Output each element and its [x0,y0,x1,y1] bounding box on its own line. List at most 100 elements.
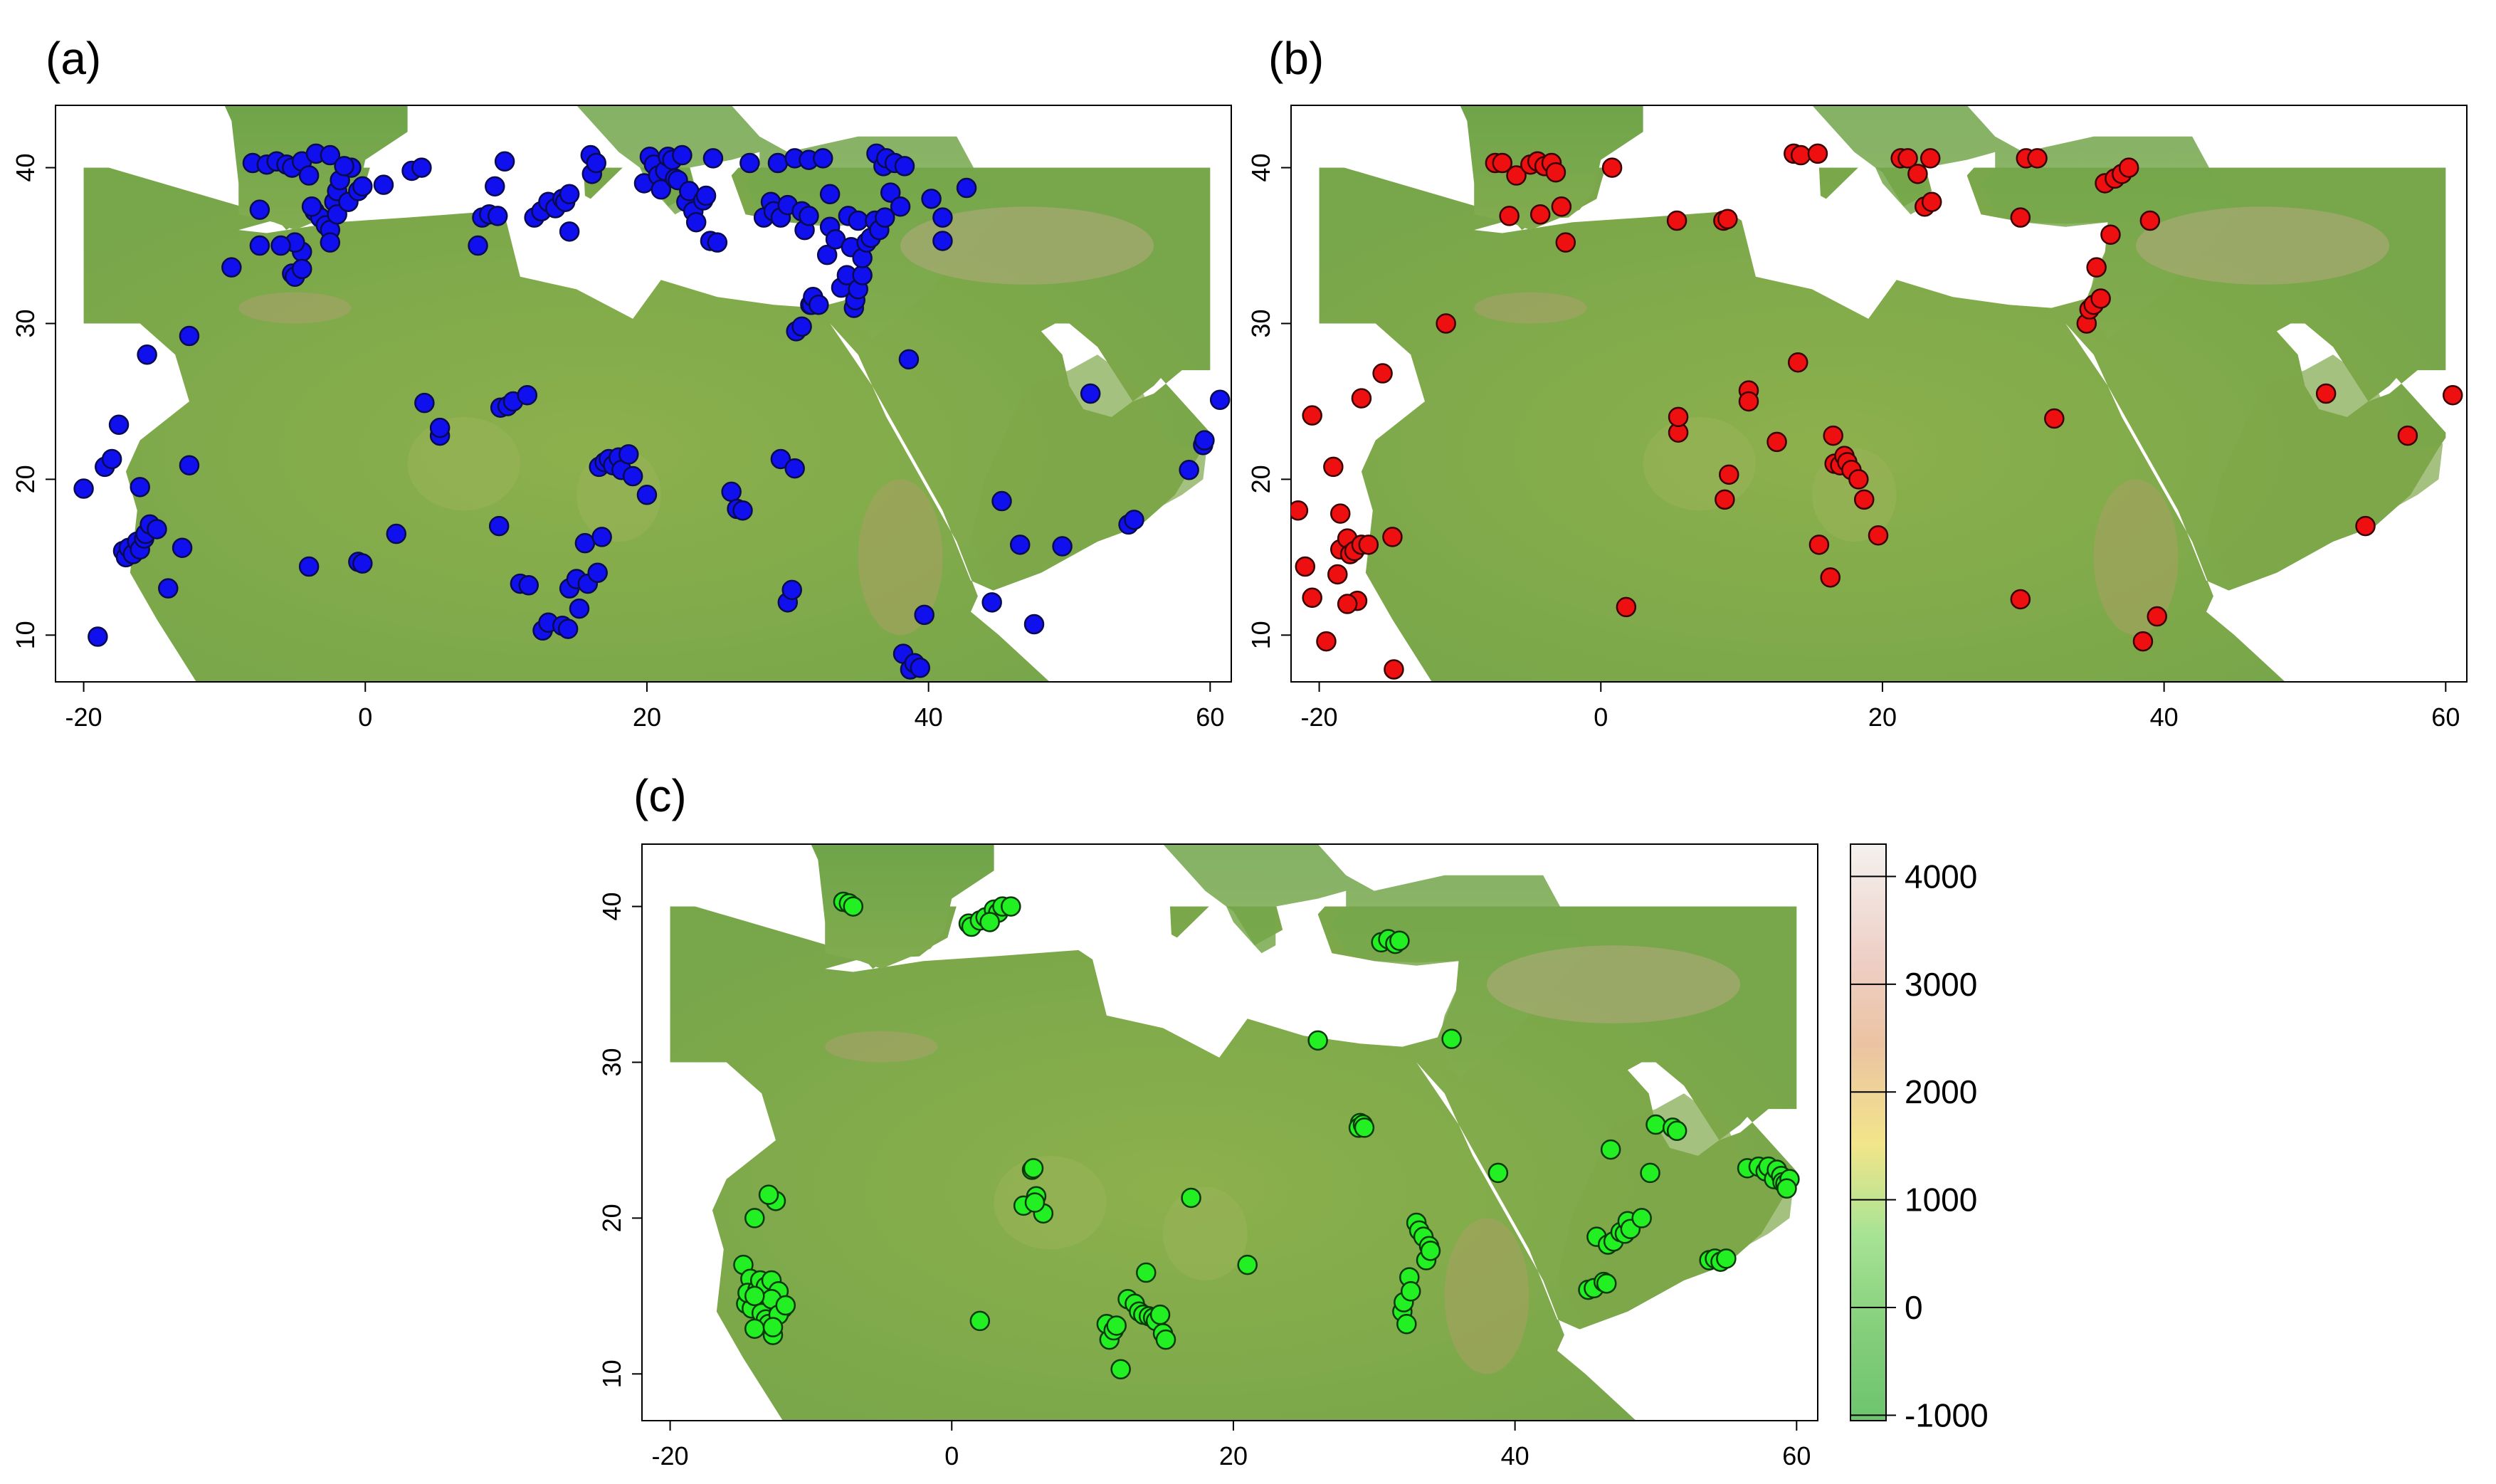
occurrence-point [101,448,122,470]
occurrence-point [914,604,934,626]
occurrence-point [784,458,805,479]
occurrence-point [487,206,508,226]
occurrence-point [636,485,658,505]
terrain-background [642,844,1811,1421]
occurrence-point [249,199,270,220]
occurrence-points [1291,143,2463,680]
occurrence-point [517,384,538,406]
occurrence-point [651,179,671,200]
occurrence-point [1716,1248,1737,1269]
occurrence-point [2010,207,2031,228]
occurrence-point [158,578,179,599]
occurrence-point [386,523,407,544]
occurrence-point [979,912,1000,932]
occurrence-point [587,562,608,584]
occurrence-point [770,448,791,470]
occurrence-point [1194,430,1215,451]
occurrence-point [352,553,373,574]
occurrence-point [1807,143,1828,164]
occurrence-point [1499,206,1520,226]
occurrence-point [1389,930,1410,951]
occurrence-point [559,184,580,205]
occurrence-point [1302,405,1322,426]
occurrence-point [468,235,488,256]
occurrence-point [1441,1028,1462,1049]
occurrence-point [1337,594,1358,614]
occurrence-point [1323,456,1344,478]
occurrence-point [799,206,819,226]
occurrence-point [852,265,873,285]
occurrence-point [1596,1273,1617,1294]
plot-frame [1290,105,2468,683]
occurrence-point [179,325,200,347]
occurrence-point [1551,196,1572,217]
occurrence-point [1787,352,1808,373]
occurrence-point [1124,510,1144,530]
occurrence-point [2397,425,2418,446]
occurrence-point [320,232,341,253]
occurrence-point [758,1184,779,1205]
occurrence-point [429,417,451,438]
occurrence-point [2355,515,2376,537]
occurrence-point [744,1208,765,1228]
map-panel-c: (c) -20 0 20 40 60 10 20 30 40 [597,770,1818,1470]
occurrence-point [762,1317,784,1337]
x-tick-label: 20 [1219,1441,1248,1470]
occurrence-point [1316,631,1337,652]
colorbar-label: 4000 [1905,858,1977,895]
occurrence-point [1106,1315,1127,1336]
occurrence-point [1616,596,1637,618]
occurrence-point [1766,431,1787,453]
occurrence-point [1853,489,1875,510]
occurrence-point [1601,157,1623,178]
y-tick-label: 20 [11,465,40,493]
occurrence-point [1327,564,1348,585]
y-tick-label: 30 [1246,309,1275,337]
occurrence-point [2139,210,2161,231]
occurrence-point [137,344,157,365]
occurrence-point [1009,535,1031,555]
occurrence-point [1209,389,1231,411]
x-tick-label: 60 [2431,702,2460,732]
occurrence-point [1776,1178,1797,1199]
occurrence-point [991,490,1012,512]
occurrence-point [1868,525,1889,546]
occurrence-point [221,257,242,278]
x-tick-label: 60 [1196,702,1224,732]
occurrence-point [88,626,108,647]
occurrence-point [334,156,354,177]
occurrence-point [1382,527,1403,547]
x-tick-label: 0 [358,702,372,732]
occurrence-point [1351,388,1372,409]
occurrence-point [1181,1187,1201,1209]
occurrence-point [732,500,753,521]
occurrence-point [1400,1281,1421,1302]
y-tick-label: 10 [11,621,40,649]
occurrence-point [1080,383,1101,404]
occurrence-point [1897,148,1918,169]
x-tick-label: 20 [1868,702,1897,732]
occurrence-point [739,152,760,174]
panel-label-a: (a) [46,33,101,84]
occurrence-point [685,211,707,233]
occurrence-point [2100,224,2121,245]
occurrence-point [1668,406,1689,428]
x-tick-label: 40 [1501,1441,1529,1470]
occurrence-point [411,157,432,178]
occurrence-point [1823,425,1843,446]
occurrence-point [1529,204,1551,225]
occurrence-point [1420,1241,1441,1261]
occurrence-point [559,221,580,242]
occurrence-point [1149,1304,1171,1325]
occurrence-point [921,189,942,209]
occurrence-point [1136,1262,1157,1283]
occurrence-point [2044,408,2065,429]
occurrence-point [721,481,742,502]
x-tick-label: -20 [1301,702,1338,732]
occurrence-point [744,1285,765,1307]
occurrence-point [969,1310,991,1332]
y-tick-label: 40 [1246,154,1275,182]
occurrence-point [781,579,802,601]
occurrence-point [744,1318,765,1340]
occurrence-point [1024,1192,1046,1213]
